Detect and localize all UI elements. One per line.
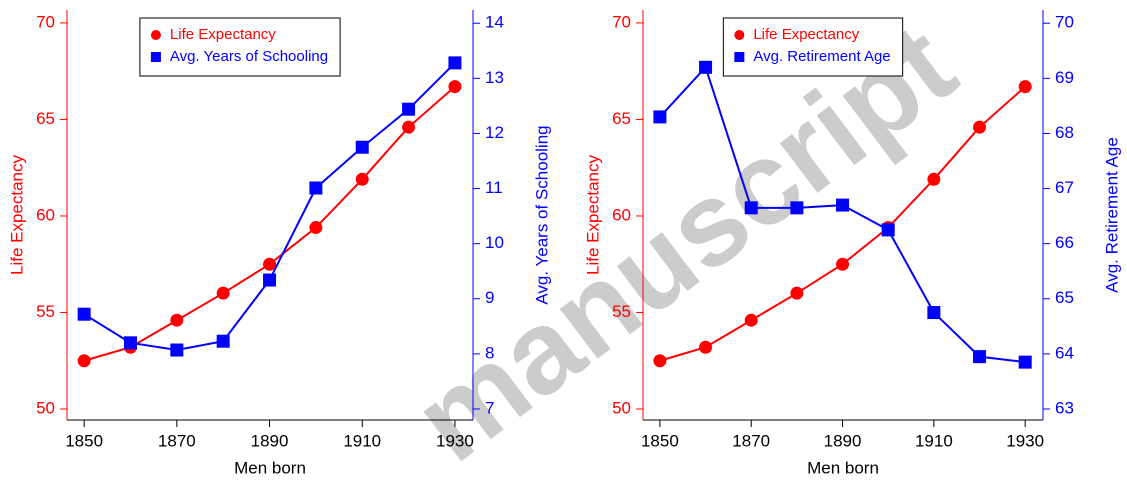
legend: Life Expectancy Avg. Retirement Age [722,17,904,77]
y2-tick-label: 12 [485,123,504,142]
marker [448,80,462,94]
marker [77,307,91,321]
marker [653,354,667,368]
y2-tick-label: 10 [485,233,504,252]
marker [170,313,184,327]
y2-tick-label: 63 [1055,398,1074,417]
marker [699,60,713,74]
y2-axis-label: Avg. Retirement Age [1102,137,1121,293]
x-tick-label: 1890 [251,431,289,450]
marker [77,354,91,368]
y2-tick-label: 69 [1055,68,1074,87]
y2-tick-label: 7 [485,398,494,417]
y2-axis-label: Avg. Years of Schooling [532,125,551,304]
marker [973,350,987,364]
legend-marker [150,30,161,40]
y2-tick-label: 14 [485,13,504,32]
legend-box [722,17,904,77]
legend-label: Life Expectancy [170,26,276,43]
marker [836,257,850,271]
marker [653,110,667,124]
marker [309,221,323,235]
y2-tick-label: 65 [1055,288,1074,307]
legend-marker [734,30,745,40]
x-tick-label: 1930 [1006,431,1044,450]
y-tick-label: 70 [612,12,631,31]
x-axis-label: Men born [234,458,306,477]
marker [448,56,462,70]
x-tick-label: 1910 [343,431,381,450]
y2-tick-label: 64 [1055,343,1074,362]
marker [744,201,758,215]
marker [790,201,804,215]
y2-tick-label: 11 [485,178,503,197]
x-axis-label: Men born [807,458,879,477]
y-tick-label: 50 [36,398,55,417]
legend-marker [734,52,745,62]
y2-tick-label: 68 [1055,123,1074,142]
legend-label: Avg. Years of Schooling [170,48,328,65]
series-line [83,62,456,352]
y-axis-label: Life Expectancy [583,154,602,275]
x-tick-label: 1870 [732,431,770,450]
marker [123,336,137,350]
series-line [83,85,456,362]
marker [355,140,369,154]
y-tick-label: 60 [36,205,55,224]
marker [402,120,416,134]
legend-label: Avg. Retirement Age [753,48,890,65]
y2-tick-label: 9 [485,288,494,307]
marker [263,273,277,287]
y-tick-label: 65 [612,109,631,128]
y2-tick-label: 13 [485,68,504,87]
marker [216,286,230,300]
x-tick-label: 1870 [158,431,196,450]
marker [836,198,850,212]
y-tick-label: 70 [36,12,55,31]
y2-tick-label: 8 [485,343,494,362]
marker [1018,80,1032,94]
marker [973,120,987,134]
marker [216,334,230,348]
y2-tick-label: 67 [1055,178,1074,197]
marker [790,286,804,300]
x-tick-label: 1850 [65,431,103,450]
marker [1018,355,1032,369]
marker [402,102,416,116]
marker [170,343,184,357]
y-tick-label: 55 [36,302,55,321]
marker [263,257,277,271]
legend: Life Expectancy Avg. Years of Schooling [139,17,341,77]
marker [927,306,941,320]
legend-label: Life Expectancy [753,26,859,43]
x-tick-label: 1910 [915,431,953,450]
y-tick-label: 50 [612,398,631,417]
x-tick-label: 1890 [824,431,862,450]
marker [309,181,323,195]
y-axis-label: Life Expectancy [7,154,26,275]
y2-tick-label: 66 [1055,233,1074,252]
y-tick-label: 55 [612,302,631,321]
marker [927,172,941,186]
x-tick-label: 1930 [436,431,474,450]
marker [881,223,895,237]
legend-marker [150,52,161,62]
marker [744,313,758,327]
y-tick-label: 65 [36,109,55,128]
legend-box [139,17,341,77]
marker [355,172,369,186]
y2-tick-label: 70 [1055,13,1074,32]
marker [699,340,713,354]
y-tick-label: 60 [612,205,631,224]
x-tick-label: 1850 [641,431,679,450]
